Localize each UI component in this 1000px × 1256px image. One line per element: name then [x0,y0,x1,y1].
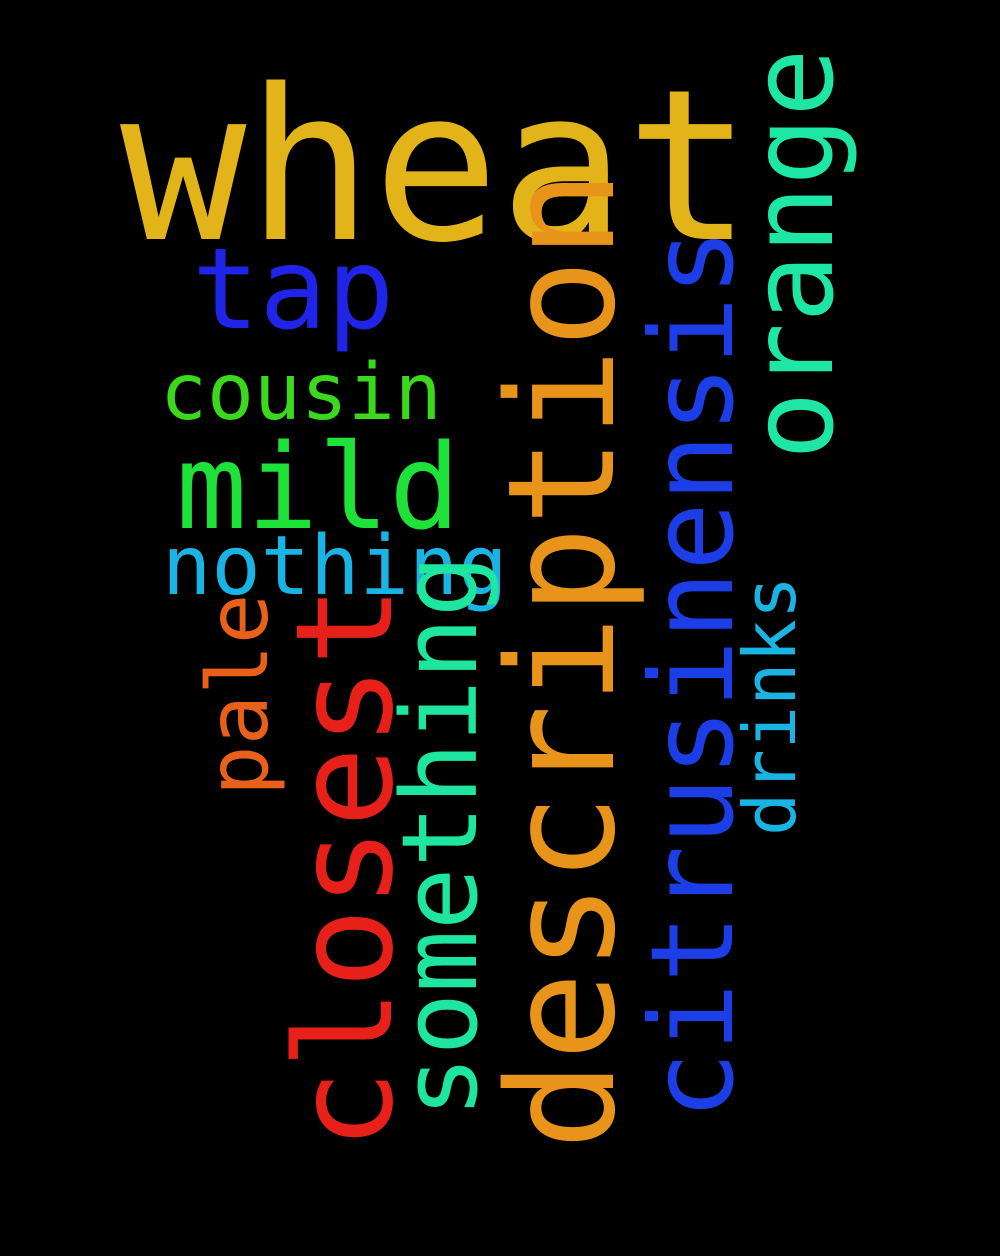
word-cousin: cousin [160,348,442,438]
word-drinks: drinks [728,575,812,836]
word-wheat: wheat [120,44,753,289]
word-orange: orange [726,48,859,460]
word-pale: pale [189,593,287,796]
word-mild: mild [176,418,461,556]
word-tap: tap [192,225,395,355]
word-nothing: nothing [162,519,508,614]
word-something: something [379,554,501,1118]
word-description: description [476,169,648,1150]
